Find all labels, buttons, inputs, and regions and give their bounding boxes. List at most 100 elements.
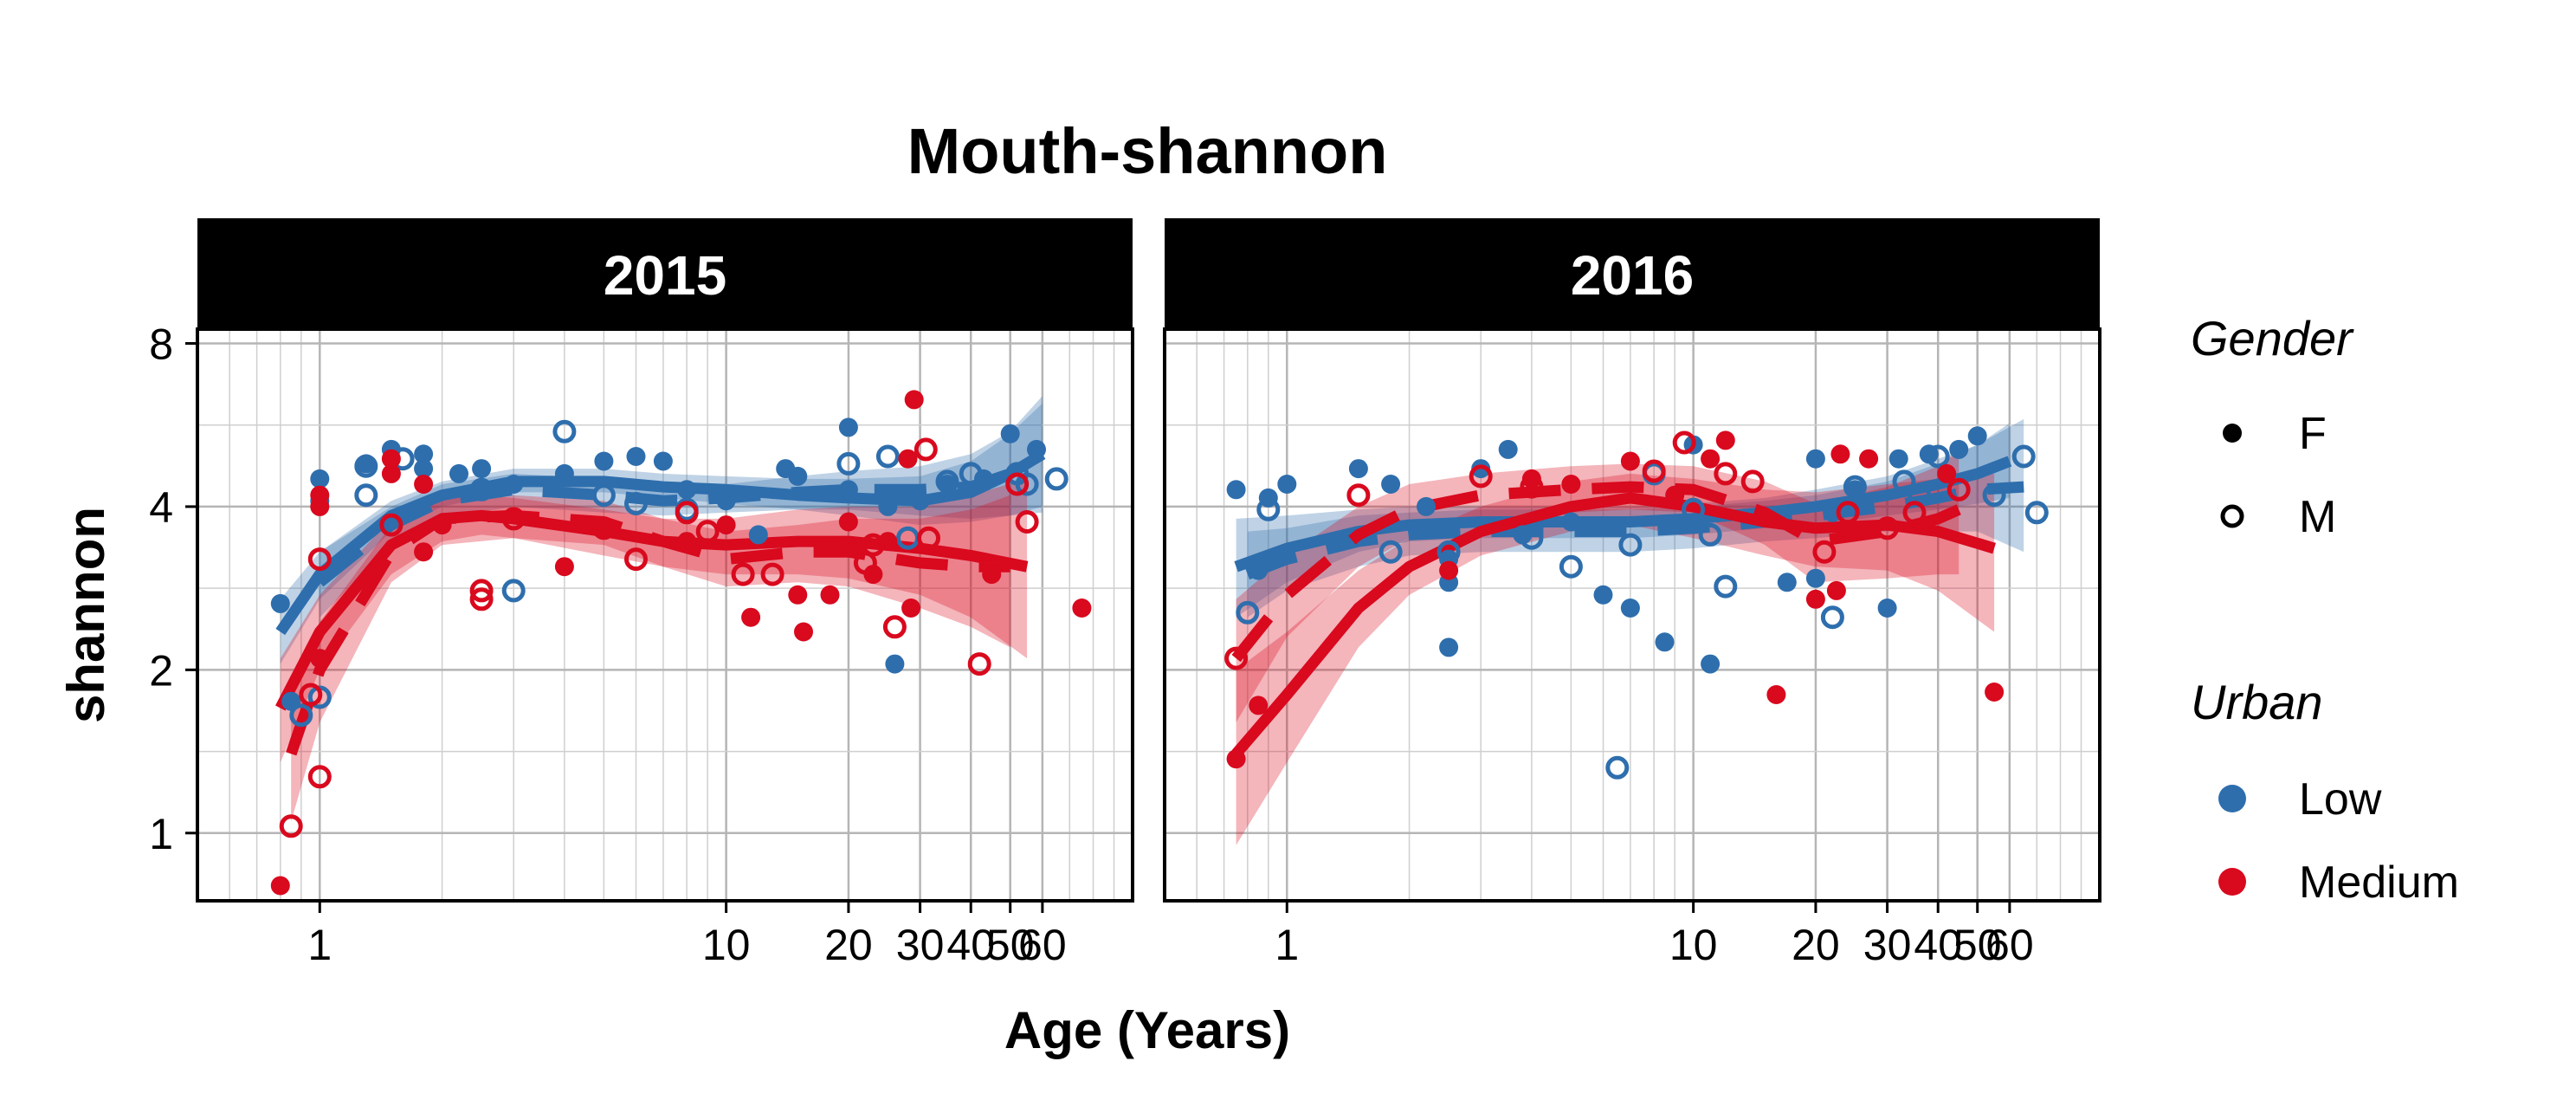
data-point xyxy=(310,496,330,516)
legend-key-medium xyxy=(2218,868,2246,896)
legend-title-urban: Urban xyxy=(2191,675,2323,729)
data-point xyxy=(307,765,332,789)
data-point xyxy=(1982,483,2006,508)
data-point xyxy=(1701,449,1721,469)
x-tick-label: 40 xyxy=(946,921,995,969)
data-point xyxy=(1805,568,1825,588)
facet-panel-2015: 2015 xyxy=(196,218,1134,903)
data-point xyxy=(381,449,401,469)
data-point xyxy=(1620,599,1640,618)
legend-label-medium: Medium xyxy=(2299,857,2459,908)
legend-key-open-circle xyxy=(2220,504,2244,528)
data-point xyxy=(677,480,697,500)
smooth-line-medium-f xyxy=(1231,492,1996,758)
data-point xyxy=(1015,472,1039,496)
data-point xyxy=(1655,632,1675,652)
data-point xyxy=(675,501,699,525)
data-point xyxy=(1346,483,1371,508)
x-tick-label: 50 xyxy=(986,921,1035,969)
data-point xyxy=(469,587,494,612)
data-point xyxy=(794,622,813,642)
data-point xyxy=(935,469,959,494)
data-point xyxy=(885,654,905,674)
legend-title-gender: Gender xyxy=(2191,311,2354,366)
data-point xyxy=(469,579,494,603)
data-point xyxy=(354,483,378,508)
data-point xyxy=(1348,459,1368,479)
confidence-band-medium-m xyxy=(291,495,1010,822)
data-point xyxy=(695,520,720,544)
data-point xyxy=(1561,475,1581,494)
facet-strip-2015 xyxy=(197,218,1133,329)
data-point xyxy=(716,515,736,535)
data-point xyxy=(1672,430,1696,455)
data-point xyxy=(1559,554,1583,579)
y-axis-title: shannon xyxy=(57,507,115,723)
data-point xyxy=(1766,685,1786,704)
data-point xyxy=(716,491,736,511)
data-point xyxy=(1714,574,1738,599)
data-point xyxy=(1226,749,1246,769)
data-point xyxy=(878,496,898,516)
data-point xyxy=(554,557,574,577)
x-tick-label: 10 xyxy=(702,921,751,969)
data-point xyxy=(820,585,840,605)
data-point xyxy=(1618,533,1643,557)
data-point xyxy=(624,547,648,572)
x-tick-label: 1 xyxy=(1275,921,1299,969)
data-point xyxy=(741,607,761,627)
data-point xyxy=(836,451,861,476)
data-point xyxy=(1620,451,1640,471)
data-point xyxy=(1027,439,1046,459)
data-point xyxy=(1876,516,1900,540)
data-point xyxy=(1937,463,1957,483)
data-point xyxy=(677,532,697,552)
data-point xyxy=(1805,589,1825,609)
facet-strip-label: 2015 xyxy=(604,244,726,307)
data-point xyxy=(472,459,492,479)
data-point xyxy=(882,615,907,639)
data-point xyxy=(414,542,434,562)
x-tick-label: 40 xyxy=(1914,921,1962,969)
data-point xyxy=(910,491,930,511)
data-point xyxy=(270,593,290,613)
data-point xyxy=(1949,439,1969,459)
data-point xyxy=(354,454,378,478)
x-tick-label: 20 xyxy=(1792,921,1840,969)
confidence-band-medium-f xyxy=(1236,473,1995,845)
data-point xyxy=(1836,501,1860,525)
data-point xyxy=(1469,464,1493,489)
chart-title: Mouth-shannon xyxy=(907,115,1388,187)
data-point xyxy=(432,515,452,535)
x-axis-title: Age (Years) xyxy=(1004,1001,1290,1059)
data-point xyxy=(914,437,938,462)
data-point xyxy=(1044,467,1068,491)
legend-key-filled-circle xyxy=(2223,424,2242,443)
data-point xyxy=(1740,469,1765,494)
data-point xyxy=(289,703,313,728)
data-point xyxy=(1561,512,1581,532)
data-point xyxy=(554,463,574,483)
data-point xyxy=(307,547,332,572)
data-point xyxy=(1701,654,1721,674)
data-point xyxy=(863,565,883,585)
x-tick-label: 30 xyxy=(896,921,945,969)
data-point xyxy=(838,417,858,437)
data-point xyxy=(861,533,885,557)
y-tick-label: 2 xyxy=(149,646,173,695)
data-point xyxy=(1877,599,1897,618)
y-axis: 1 2 4 8 xyxy=(149,320,197,858)
data-point xyxy=(653,451,673,471)
data-point xyxy=(1000,424,1020,443)
data-point xyxy=(270,876,290,896)
y-tick-label: 1 xyxy=(149,810,173,858)
data-point xyxy=(1805,449,1825,469)
data-point xyxy=(1498,439,1518,459)
data-point xyxy=(1520,475,1544,499)
facet-strip-2016 xyxy=(1165,218,2100,329)
data-point xyxy=(414,459,434,479)
data-point xyxy=(1249,696,1269,715)
